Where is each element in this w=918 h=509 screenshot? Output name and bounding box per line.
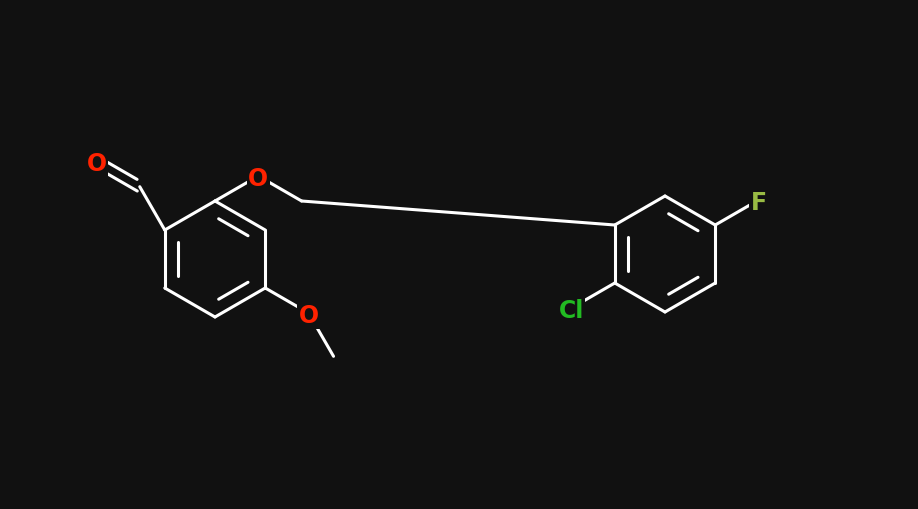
Text: O: O xyxy=(298,303,319,327)
Text: Cl: Cl xyxy=(559,298,584,323)
Text: F: F xyxy=(751,190,767,214)
Text: O: O xyxy=(86,152,106,176)
Text: O: O xyxy=(248,166,268,190)
